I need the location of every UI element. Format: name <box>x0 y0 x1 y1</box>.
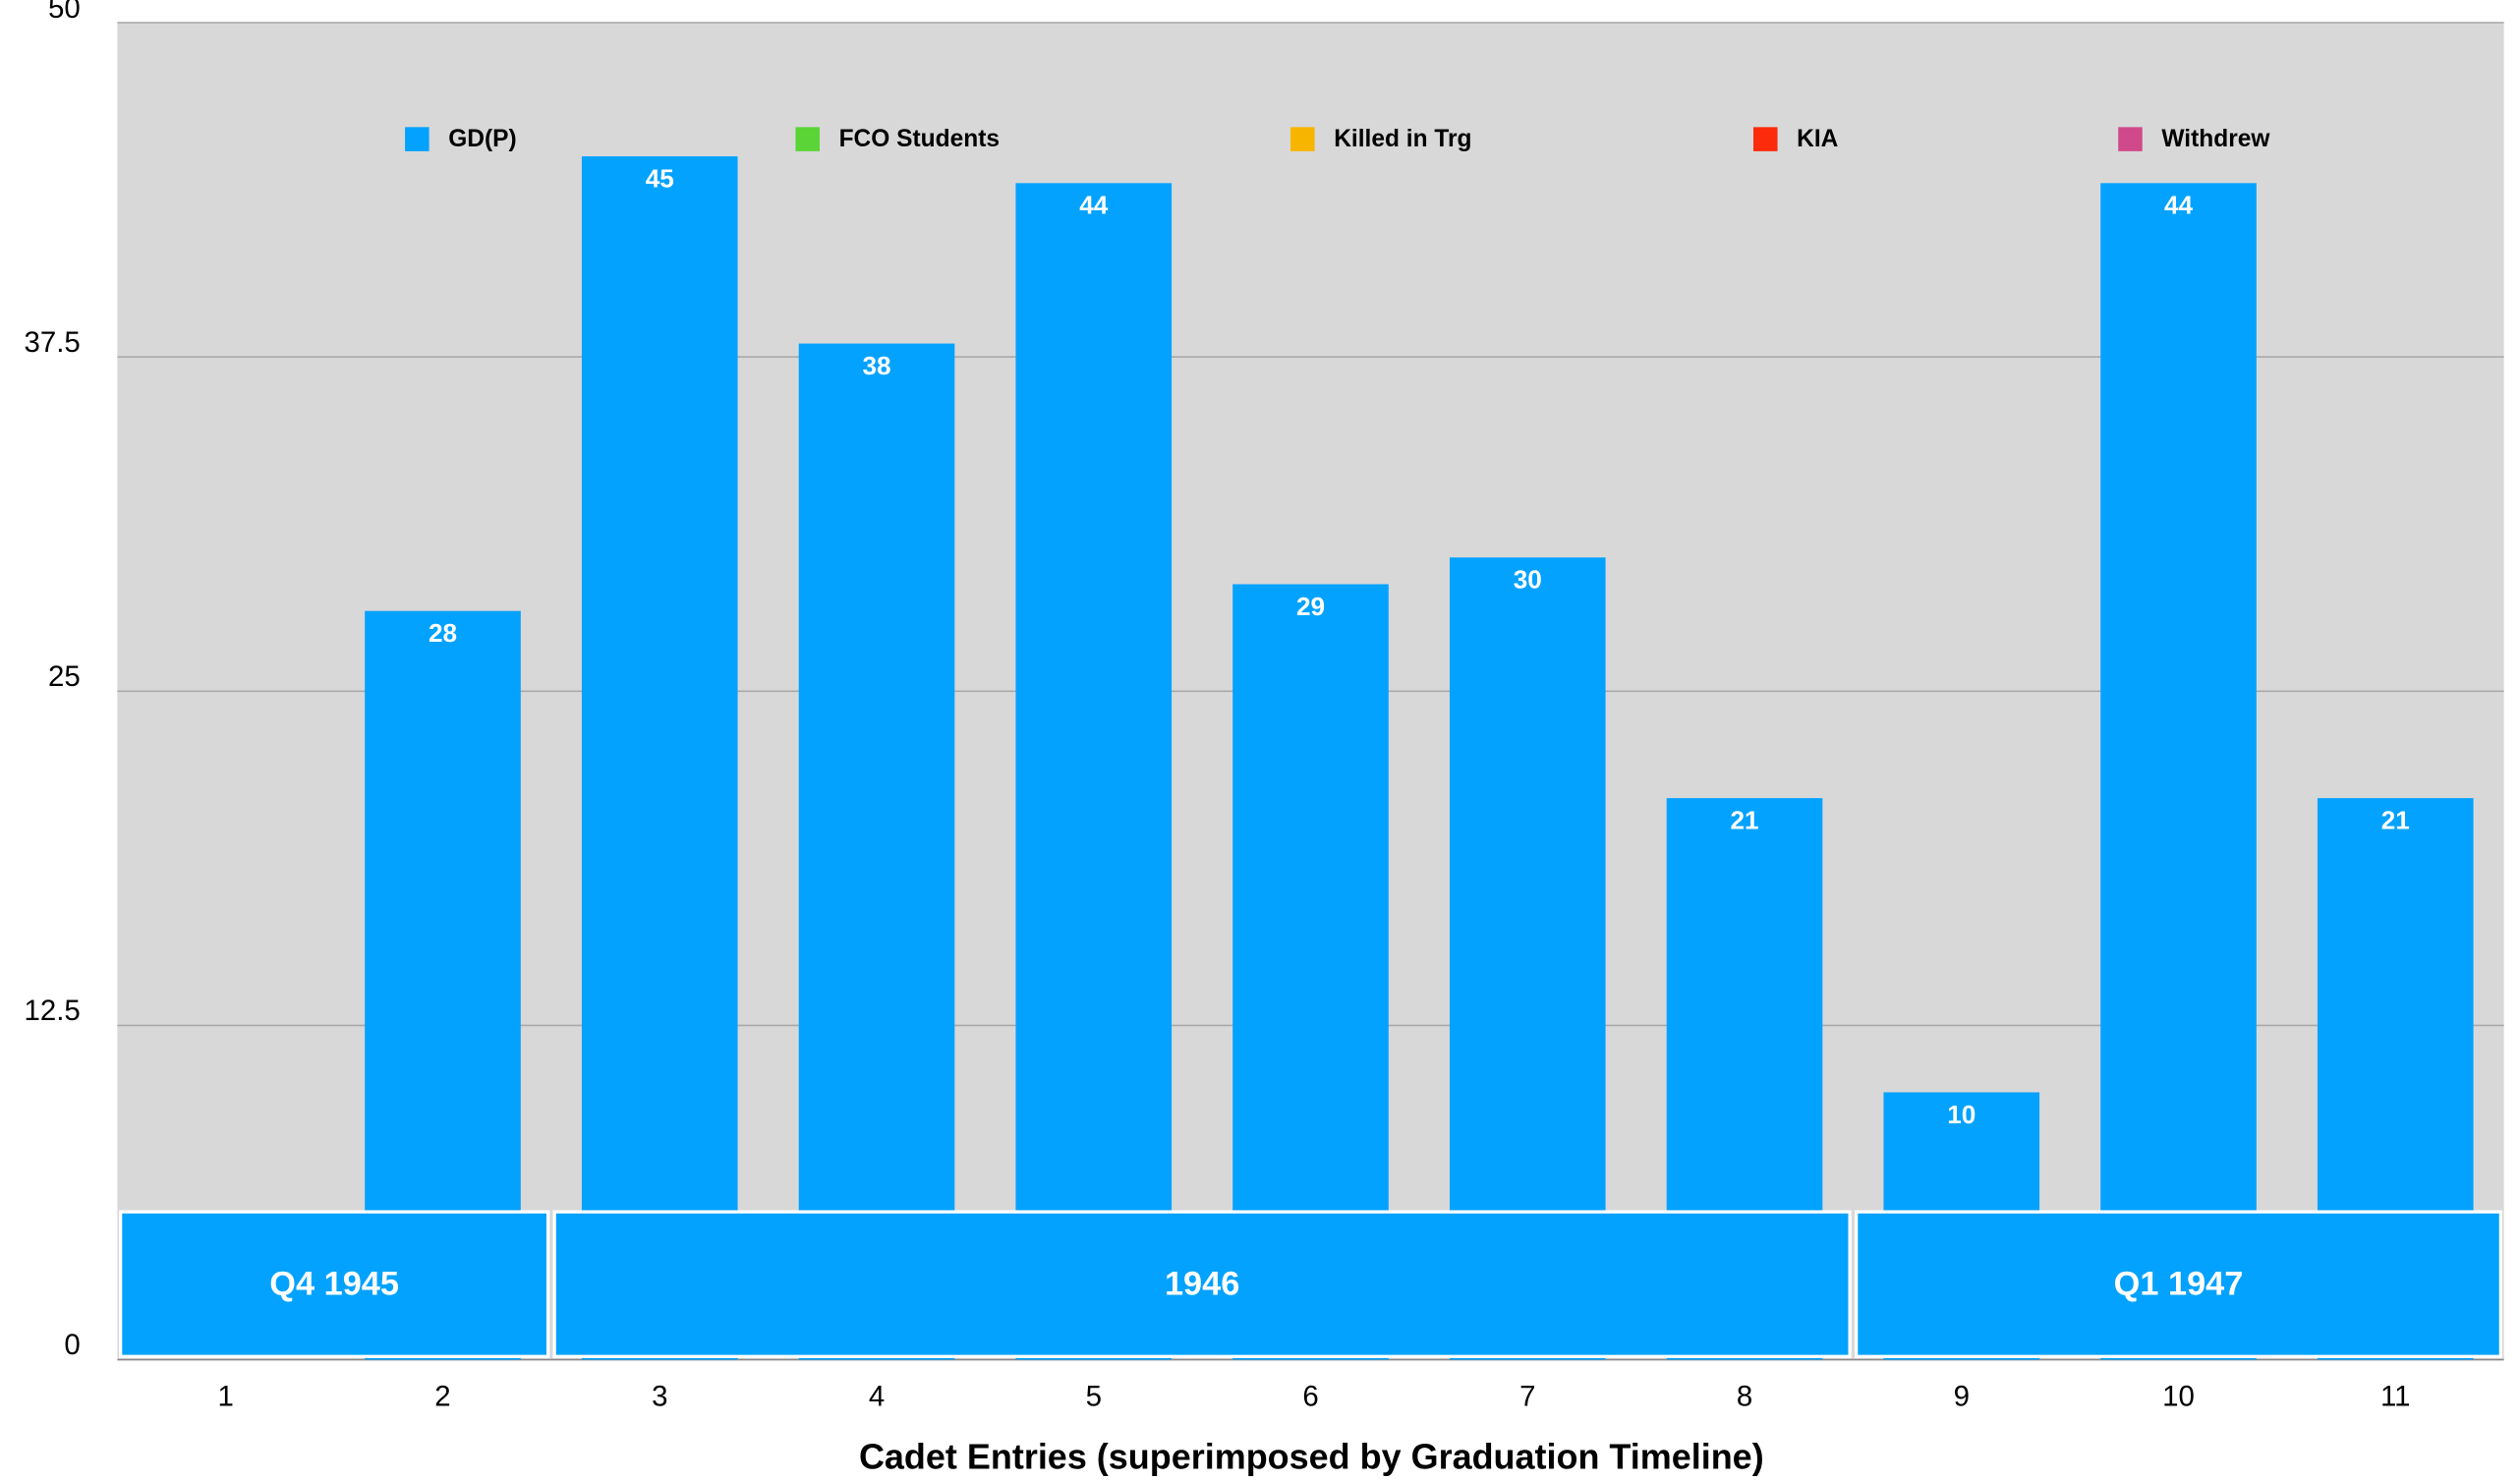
x-tick-label: 7 <box>1519 1381 1535 1413</box>
y-tick-label: 0 <box>64 1329 80 1361</box>
legend-label: FCO Students <box>839 126 1000 152</box>
bar <box>581 156 738 1360</box>
x-tick-label: 5 <box>1086 1381 1102 1413</box>
y-tick-label: 12.5 <box>24 995 80 1027</box>
x-tick-label: 11 <box>2380 1381 2411 1413</box>
legend-swatch <box>795 127 820 151</box>
x-axis-title: Cadet Entries (superimposed by Graduatio… <box>859 1436 1764 1476</box>
value-label: 44 <box>2164 191 2194 220</box>
value-label: 21 <box>1730 806 1758 835</box>
legend-label: GD(P) <box>448 126 516 152</box>
timeline-label: 1946 <box>1165 1265 1239 1302</box>
value-label: 38 <box>862 351 890 380</box>
timeline-band <box>552 1210 1852 1358</box>
x-tick-label: 1 <box>218 1381 234 1413</box>
bar <box>1015 183 1173 1360</box>
value-label: 10 <box>1947 1100 1976 1129</box>
legend-swatch <box>1753 127 1778 151</box>
legend-label: Withdrew <box>2161 126 2270 152</box>
value-label: 44 <box>1079 191 1109 220</box>
value-label: 30 <box>1514 565 1542 595</box>
y-tick-label: 50 <box>48 0 81 25</box>
x-tick-label: 9 <box>1954 1381 1970 1413</box>
x-tick-label: 8 <box>1737 1381 1752 1413</box>
legend-label: KIA <box>1797 126 1839 152</box>
x-tick-label: 6 <box>1302 1381 1318 1413</box>
value-label: 28 <box>429 618 457 648</box>
value-label: 29 <box>1296 592 1325 621</box>
y-tick-label: 37.5 <box>24 326 80 359</box>
x-tick-label: 4 <box>869 1381 885 1413</box>
x-tick-label: 3 <box>652 1381 667 1413</box>
y-tick-label: 25 <box>48 660 81 693</box>
timeline-band <box>1855 1210 2503 1358</box>
timeline-label: Q1 1947 <box>2114 1265 2244 1302</box>
legend-label: Killed in Trg <box>1334 126 1471 152</box>
legend-swatch <box>2118 127 2143 151</box>
value-label: 45 <box>646 164 674 194</box>
legend-swatch <box>405 127 430 151</box>
legend-swatch <box>1290 127 1315 151</box>
bar <box>2100 183 2257 1360</box>
timeline-label: Q4 1945 <box>269 1265 399 1302</box>
x-tick-label: 10 <box>2162 1381 2195 1413</box>
x-tick-label: 2 <box>434 1381 450 1413</box>
timeline-band <box>119 1210 550 1358</box>
value-label: 21 <box>2381 806 2410 835</box>
bar <box>798 343 955 1360</box>
